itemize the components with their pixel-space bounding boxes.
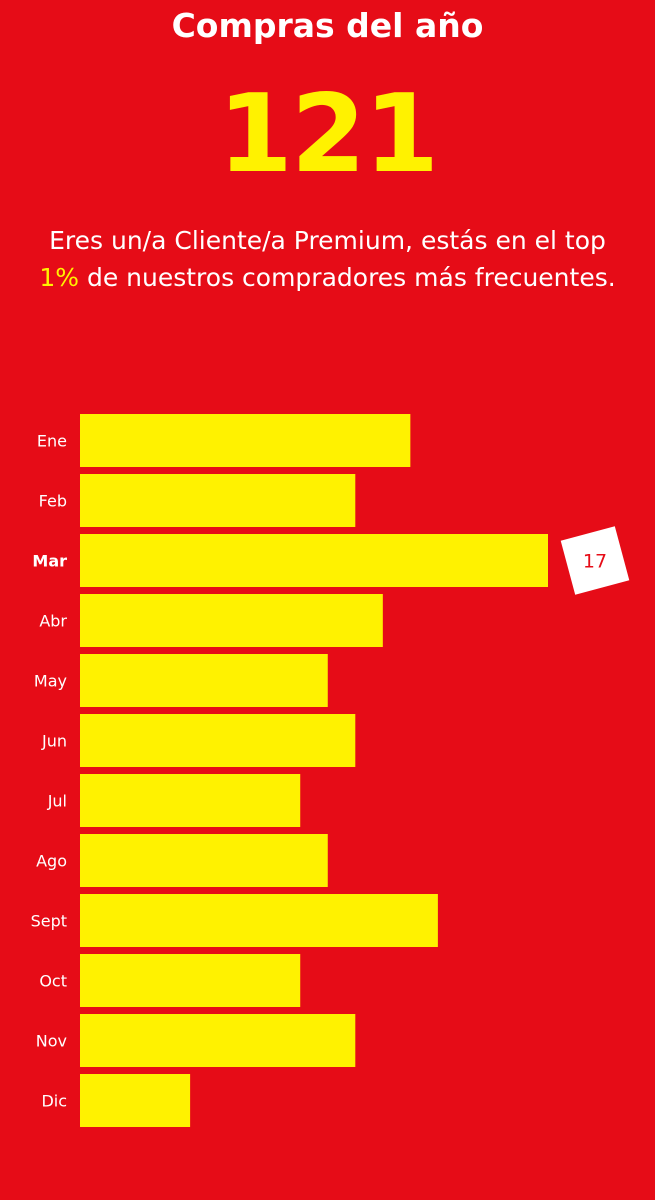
month-label-jul: Jul (47, 792, 67, 811)
page-title: Compras del año (171, 6, 484, 45)
bar-sept (80, 894, 438, 947)
top-percent-highlight: 1% (39, 263, 79, 292)
month-label-ene: Ene (37, 432, 67, 451)
bar-mar (80, 534, 548, 587)
bar-oct (80, 954, 301, 1007)
highlight-value-label: 17 (583, 551, 607, 573)
month-label-jun: Jun (41, 732, 67, 751)
bar-ago (80, 834, 328, 887)
premium-message-line2: 1% de nuestros compradores más frecuente… (0, 259, 655, 296)
bar-nov (80, 1014, 356, 1067)
month-label-feb: Feb (39, 492, 67, 511)
month-label-nov: Nov (36, 1032, 67, 1051)
monthly-purchases-chart: Ene Feb Mar 17 Abr May Jun Jul Ago Sept Oct Nov Dic (31, 414, 630, 1127)
bar-may (80, 654, 328, 707)
bar-jul (80, 774, 301, 827)
bar-jun (80, 714, 356, 767)
premium-message: Eres un/a Cliente/a Premium, estás en el… (0, 222, 655, 296)
highlight-badge-box (560, 526, 630, 595)
month-label-sept: Sept (31, 912, 67, 931)
month-label-mar: Mar (32, 552, 67, 571)
bar-ene (80, 414, 411, 467)
bar-feb (80, 474, 356, 527)
total-purchases: 121 (217, 72, 439, 197)
month-label-abr: Abr (39, 612, 67, 631)
month-label-may: May (34, 672, 67, 691)
highlight-value-badge: 17 (560, 526, 630, 595)
month-label-dic: Dic (41, 1092, 67, 1111)
bar-dic (80, 1074, 191, 1127)
month-label-ago: Ago (36, 852, 67, 871)
premium-message-line1: Eres un/a Cliente/a Premium, estás en el… (49, 226, 606, 255)
premium-message-line2-rest: de nuestros compradores más frecuentes. (79, 263, 616, 292)
bar-abr (80, 594, 383, 647)
month-label-oct: Oct (39, 972, 67, 991)
